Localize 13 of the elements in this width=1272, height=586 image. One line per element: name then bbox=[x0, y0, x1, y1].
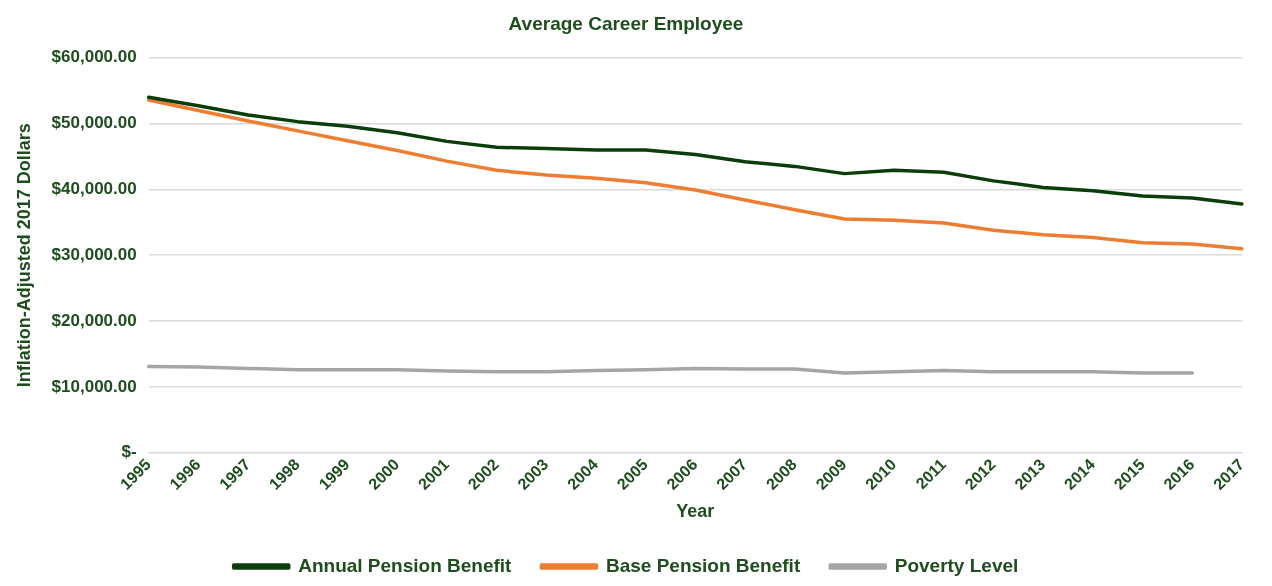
y-tick-label: $40,000.00 bbox=[51, 179, 137, 199]
y-tick-label: $50,000.00 bbox=[51, 113, 137, 133]
y-tick-label: $30,000.00 bbox=[51, 244, 137, 264]
y-axis-title: Inflation-Adjusted 2017 Dollars bbox=[13, 123, 34, 388]
y-tick-label: $20,000.00 bbox=[51, 310, 137, 330]
chart-title: Average Career Employee bbox=[508, 12, 744, 34]
y-tick-label: $10,000.00 bbox=[51, 376, 137, 396]
legend-label: Base Pension Benefit bbox=[605, 554, 801, 576]
x-axis-title: Year bbox=[676, 501, 715, 522]
y-tick-label: $60,000.00 bbox=[51, 47, 137, 67]
y-tick-label: $- bbox=[121, 442, 137, 462]
legend-label: Annual Pension Benefit bbox=[298, 554, 513, 576]
legend-label: Poverty Level bbox=[894, 554, 1019, 576]
